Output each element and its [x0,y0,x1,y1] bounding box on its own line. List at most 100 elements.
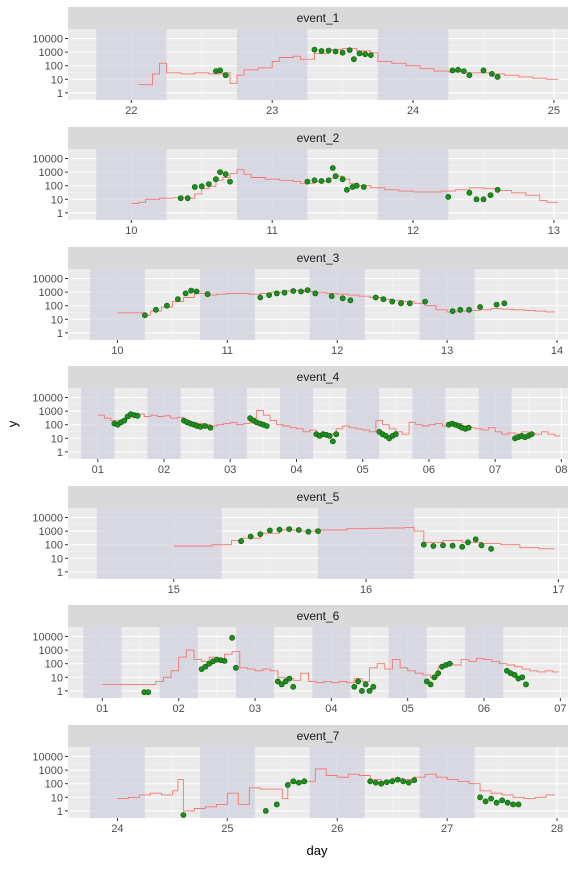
x-axis-title: day [307,843,328,858]
data-point [339,295,346,302]
facet-strip [68,7,568,29]
data-point [343,186,350,193]
data-point [328,293,335,300]
data-point [325,47,332,54]
data-point [510,801,516,808]
data-point [311,177,318,184]
data-point [449,542,456,549]
x-tick-label: 07 [489,464,501,476]
data-point [372,294,379,301]
data-point [482,798,489,805]
panel-plot-area [68,269,568,340]
data-point [222,171,229,178]
facet-strip [68,127,568,149]
data-point [304,178,311,185]
data-point [217,67,223,74]
x-tick-label: 06 [423,464,435,476]
data-point [227,178,233,185]
data-point [350,56,357,63]
data-point [389,778,396,785]
data-point [488,545,494,552]
data-point [188,287,194,294]
shaded-band [309,269,365,340]
data-point [304,287,311,293]
facet-strip [68,366,568,388]
data-point [262,808,269,814]
y-tick-label: 100 [45,779,63,791]
data-point [198,183,205,190]
data-point [329,165,336,171]
data-point [312,290,319,297]
y-tick-label: 10000 [32,274,63,286]
panel-plot-area [68,149,568,220]
data-point [445,193,452,200]
data-point [449,308,456,314]
data-point [446,660,453,667]
data-point [333,431,340,438]
x-tick-label: 25 [221,823,233,835]
data-point [367,52,374,58]
data-point [152,306,159,313]
x-tick-label: 13 [441,345,453,357]
facet-strip-label: event_3 [297,251,340,265]
y-tick-label: 1 [57,328,63,340]
data-point [266,292,272,298]
y-tick-label: 10000 [32,34,63,46]
x-tick-label: 06 [478,703,490,715]
facet-strip-label: event_5 [297,490,340,504]
y-tick-label: 10000 [32,752,63,764]
y-tick-label: 10000 [32,154,63,166]
y-tick-label: 10 [51,74,63,86]
x-tick-label: 11 [222,345,233,357]
y-tick-label: 100 [45,61,63,73]
data-point [455,66,461,73]
shaded-band [96,29,167,100]
data-point [493,301,500,308]
facet-strip-label: event_7 [297,729,340,743]
data-point [358,688,365,694]
data-point [347,297,354,304]
x-tick-label: 11 [267,225,278,237]
y-tick-label: 1 [57,447,63,459]
data-point [353,182,360,189]
data-point [145,689,152,696]
x-tick-label: 10 [111,345,123,357]
y-tick-label: 100 [45,659,63,671]
panel-plot-area [68,29,568,100]
shaded-band [96,149,167,220]
data-point [286,675,293,682]
data-point [274,678,281,685]
data-point [121,417,128,424]
data-point [398,300,404,307]
data-point [346,47,353,53]
x-tick-label: 25 [548,105,560,117]
x-tick-label: 04 [290,464,302,476]
data-point [238,538,244,545]
y-tick-label: 10000 [32,513,63,525]
data-point [180,812,187,818]
y-tick-label: 10 [51,553,63,565]
data-point [494,186,501,193]
data-point [378,780,385,787]
shaded-band [89,269,145,340]
data-point [487,192,494,199]
x-tick-label: 08 [555,464,567,476]
y-tick-label: 1 [57,567,63,579]
x-tick-label: 01 [92,464,104,476]
data-point [276,526,283,533]
shaded-band [312,627,351,698]
data-point [394,776,401,783]
data-point [440,542,446,549]
data-point [420,541,427,548]
x-tick-label: 22 [125,105,137,117]
x-tick-label: 01 [96,703,108,715]
shaded-band [419,747,475,818]
data-point [295,779,302,786]
x-tick-label: 10 [125,225,137,237]
data-point [362,51,369,58]
data-point [207,424,214,431]
